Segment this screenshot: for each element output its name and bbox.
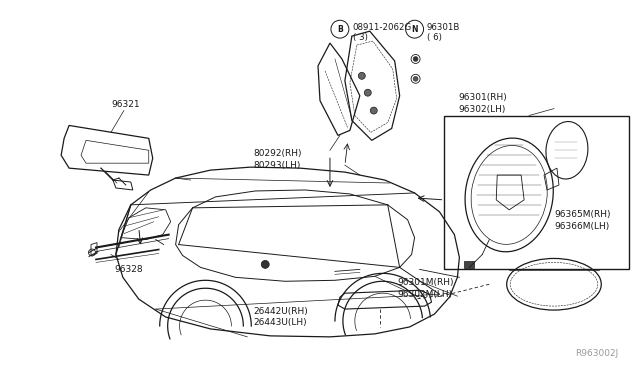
Text: ( 3): ( 3)	[353, 33, 368, 42]
Bar	[465, 262, 474, 268]
Circle shape	[413, 76, 418, 81]
Text: ( 6): ( 6)	[426, 33, 442, 42]
Circle shape	[413, 57, 418, 61]
Circle shape	[371, 107, 377, 114]
Text: B: B	[337, 25, 343, 34]
Text: 96301B: 96301B	[426, 23, 460, 32]
Text: N: N	[412, 25, 418, 34]
Text: 80293(LH): 80293(LH)	[253, 161, 301, 170]
Circle shape	[364, 89, 371, 96]
Bar	[444, 116, 628, 269]
Text: 96365M(RH): 96365M(RH)	[554, 210, 611, 219]
Text: 96302M(LH): 96302M(LH)	[397, 290, 452, 299]
Text: 96366M(LH): 96366M(LH)	[554, 222, 609, 231]
Text: 26443U(LH): 26443U(LH)	[253, 318, 307, 327]
Text: 80292(RH): 80292(RH)	[253, 149, 302, 158]
Text: 96328: 96328	[114, 265, 143, 274]
Text: 96321: 96321	[111, 100, 140, 109]
Circle shape	[261, 260, 269, 268]
Circle shape	[358, 73, 365, 79]
Text: 96302(LH): 96302(LH)	[458, 105, 506, 114]
Text: 96301(RH): 96301(RH)	[458, 93, 507, 102]
Text: R963002J: R963002J	[575, 349, 619, 358]
Text: 96301M(RH): 96301M(RH)	[397, 278, 454, 287]
Text: 08911-2062G: 08911-2062G	[353, 23, 412, 32]
Text: 26442U(RH): 26442U(RH)	[253, 307, 308, 315]
